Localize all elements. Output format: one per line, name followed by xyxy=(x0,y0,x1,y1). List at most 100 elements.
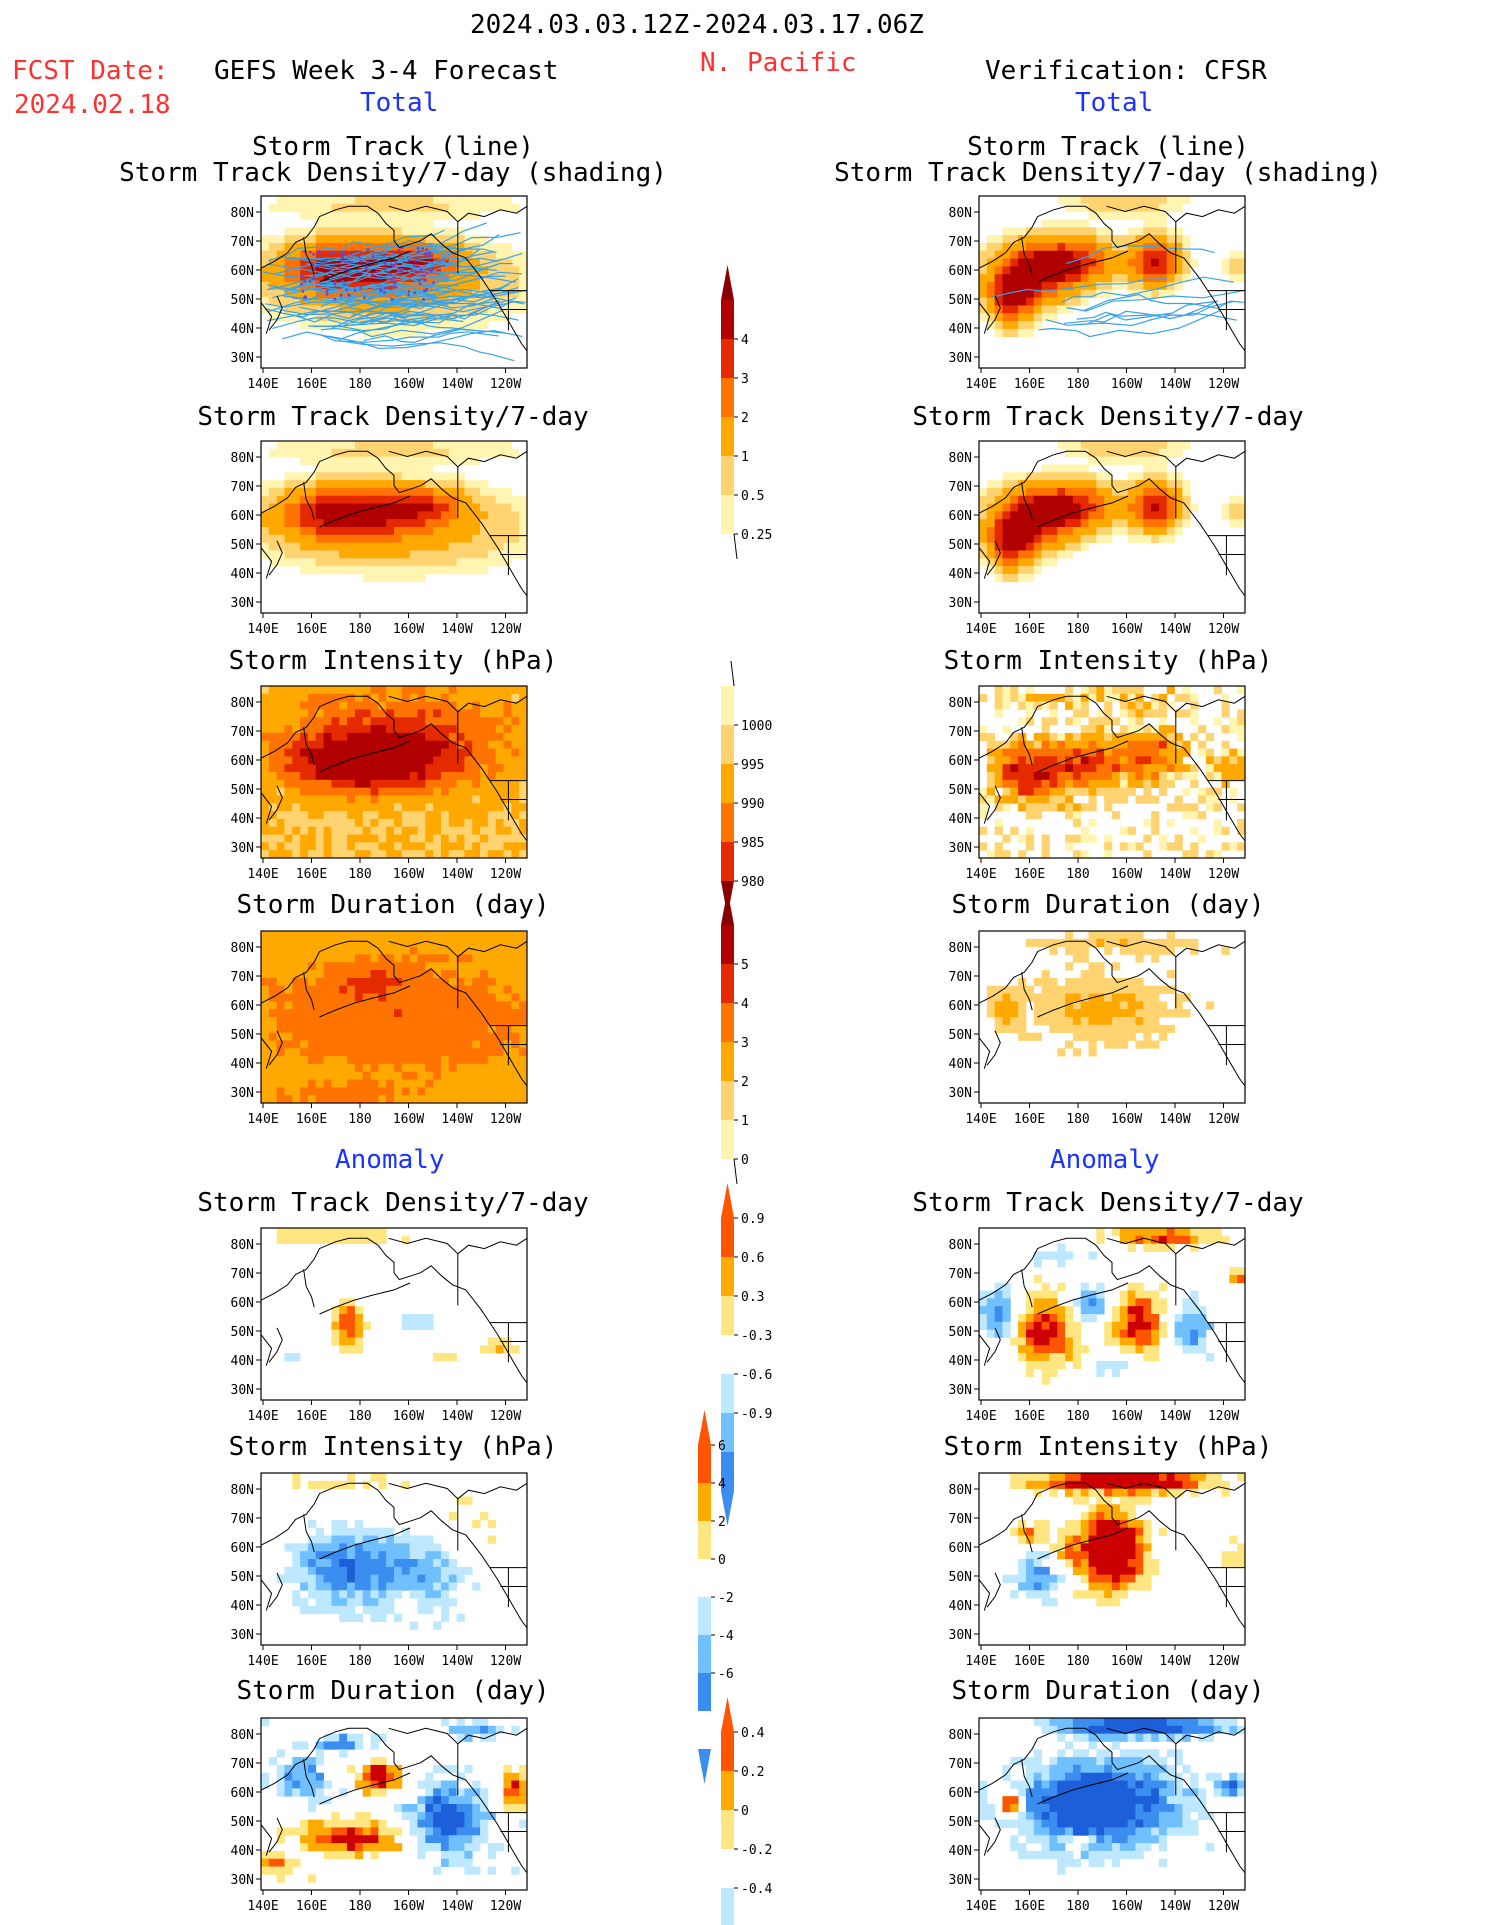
map-cell xyxy=(300,242,309,252)
map-cell xyxy=(433,227,442,236)
map-cell xyxy=(1018,297,1027,306)
map-cell xyxy=(300,441,309,450)
map-cell xyxy=(331,219,340,228)
map-cell xyxy=(1018,519,1027,528)
map-cell xyxy=(417,519,426,528)
lon-tick-label: 140W xyxy=(1159,377,1190,392)
map-cell xyxy=(1041,1353,1050,1362)
map-cell xyxy=(1065,441,1074,450)
map-cell xyxy=(1002,328,1011,338)
map-cell xyxy=(1010,242,1019,252)
map-cell xyxy=(370,1032,379,1041)
lon-tick-label: 160E xyxy=(296,1409,327,1424)
map-cell xyxy=(261,772,270,781)
map-cell xyxy=(1049,740,1058,749)
map-cell xyxy=(464,495,473,504)
map-cell xyxy=(261,740,270,749)
map-cell xyxy=(1151,826,1160,835)
map-cell xyxy=(1025,566,1035,575)
map-cell xyxy=(472,487,481,497)
map-cell xyxy=(1174,740,1183,749)
map-cell xyxy=(394,1087,403,1096)
map-cell xyxy=(1182,250,1191,259)
map-cell xyxy=(1088,962,1097,971)
map-cell xyxy=(1002,227,1011,236)
track-point xyxy=(342,252,346,256)
map-cell xyxy=(464,1017,473,1026)
map-cell xyxy=(370,441,379,450)
lon-tick-label: 160W xyxy=(393,1409,424,1424)
map-cell xyxy=(409,266,418,275)
map-cell xyxy=(1025,686,1035,695)
map-cell xyxy=(1018,779,1027,789)
map-cell xyxy=(386,985,395,994)
map-cell xyxy=(1072,1337,1082,1346)
map-cell xyxy=(1072,464,1082,473)
map-cell xyxy=(401,456,411,465)
map-cell xyxy=(417,732,426,742)
map-cell xyxy=(401,1040,411,1049)
map-cell xyxy=(292,1024,301,1034)
map-cell xyxy=(1049,503,1058,512)
map-cell xyxy=(1096,519,1105,528)
coastline xyxy=(1175,695,1246,713)
map-cell xyxy=(456,701,465,710)
map-cell xyxy=(1033,503,1042,512)
map-cell xyxy=(1127,686,1136,695)
map-cell xyxy=(448,977,457,987)
map-cell xyxy=(495,1024,504,1034)
map-cell xyxy=(1072,732,1082,742)
map-cell xyxy=(1033,787,1042,796)
map-cell xyxy=(1010,558,1019,567)
map-cell xyxy=(268,558,278,567)
map-cell xyxy=(1025,764,1035,773)
map-cell xyxy=(503,850,512,859)
map-cell xyxy=(300,701,309,710)
map-cell xyxy=(1065,1001,1074,1010)
map-cell xyxy=(487,970,497,979)
lat-tick-label: 80N xyxy=(949,451,972,466)
map-cell xyxy=(1198,1235,1207,1245)
map-cell xyxy=(315,977,324,987)
track-line xyxy=(320,288,504,308)
map-cell xyxy=(1025,842,1035,851)
map-cell xyxy=(1151,448,1160,458)
map-cell xyxy=(1104,1360,1113,1370)
track-point xyxy=(413,264,416,268)
map-cell xyxy=(1166,1024,1175,1034)
map-cell xyxy=(386,227,395,236)
map-cell xyxy=(433,795,442,804)
map-cell xyxy=(1127,519,1136,528)
map-cell xyxy=(284,938,293,948)
map-cell xyxy=(409,748,418,757)
map-cell xyxy=(307,962,317,971)
map-cell xyxy=(261,779,270,789)
map-cell xyxy=(464,772,473,781)
map-cell xyxy=(1041,701,1050,710)
map-cell xyxy=(448,946,457,955)
map-cell xyxy=(1080,258,1089,267)
map-cell xyxy=(300,1024,309,1034)
map-cell xyxy=(456,795,465,804)
map-cell xyxy=(487,203,497,213)
map-cell xyxy=(386,1024,395,1034)
map-cell xyxy=(448,487,457,497)
map-cell xyxy=(495,850,504,859)
map-cell xyxy=(448,686,457,695)
map-cell xyxy=(1096,1360,1105,1370)
map-cell xyxy=(440,946,450,955)
map-cell xyxy=(276,297,285,306)
map-cell xyxy=(1049,495,1058,504)
map-cell xyxy=(354,1337,364,1346)
map-cell xyxy=(339,242,348,252)
map-cell xyxy=(401,1235,411,1245)
map-cell xyxy=(409,297,418,306)
map-cell xyxy=(1002,1017,1011,1026)
map-cell xyxy=(1119,1040,1129,1049)
map-cell xyxy=(480,266,489,275)
lon-tick-label: 140E xyxy=(247,1409,278,1424)
map-cell xyxy=(1080,693,1089,703)
map-cell xyxy=(300,1001,309,1010)
map-cell xyxy=(1174,756,1183,765)
